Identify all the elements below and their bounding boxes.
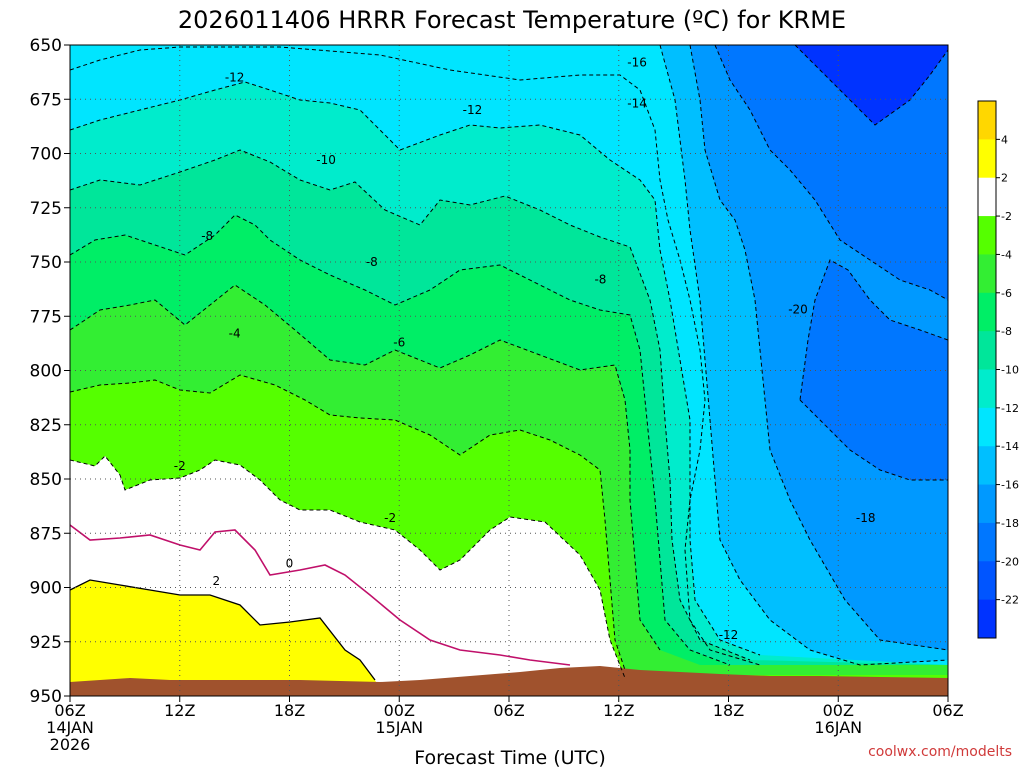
y-tick-label: 925 [30, 633, 62, 653]
colorbar-label: -20 [1001, 555, 1019, 568]
contour-labels: -16 -12 -14 -12 -10 -8 -8 -8 -20 -4 -6 -2 -2 -18 0 2 -12 [174, 55, 876, 642]
colorbar-swatch [978, 216, 996, 255]
contour-label: -8 [201, 229, 213, 243]
contour-label: 2 [213, 574, 221, 588]
colorbar-swatch [978, 599, 996, 639]
contour-label: -18 [856, 511, 876, 525]
x-tick-label: 12Z [164, 701, 195, 720]
x-tick-label: 06Z [493, 701, 524, 720]
y-axis: 650 675 700 725 750 775 800 825 850 875 900 925 950 [30, 36, 70, 707]
colorbar-label: -12 [1001, 402, 1019, 415]
contour-label: -2 [384, 511, 396, 525]
colorbar-label: -6 [1001, 287, 1012, 300]
x-tick-label: 2026 [50, 735, 91, 754]
x-tick-label: 18Z [274, 701, 305, 720]
colorbar-swatch [978, 254, 996, 294]
contour-line [70, 374, 626, 671]
contour-line [799, 399, 948, 481]
colorbar-swatch [978, 446, 996, 486]
colorbar-swatch [978, 407, 996, 447]
contour-label: -12 [463, 103, 483, 117]
colorbar-label: -2 [1001, 210, 1012, 223]
contour-label: -10 [316, 153, 336, 167]
colorbar-label: 4 [1001, 133, 1008, 146]
colorbar-label: -18 [1001, 517, 1019, 530]
contour-label: -4 [229, 327, 241, 341]
grid-lines [70, 45, 948, 696]
colorbar-label: -16 [1001, 479, 1019, 492]
colorbar-swatch [978, 101, 996, 140]
contour-label: -14 [627, 97, 647, 111]
x-tick-label: 06Z [932, 701, 963, 720]
y-tick-label: 725 [30, 199, 62, 219]
contour-line [794, 45, 948, 126]
x-tick-label: 16JAN [814, 718, 862, 737]
contour-line [689, 45, 948, 651]
y-tick-label: 775 [30, 307, 62, 327]
plus2-contour [70, 579, 376, 681]
colorbar-label: -4 [1001, 248, 1012, 261]
colorbar-swatch [978, 561, 996, 601]
contour-label: -8 [594, 272, 606, 286]
x-tick-label: 12Z [603, 701, 634, 720]
colorbar-swatch [978, 369, 996, 409]
contour-line [714, 45, 948, 301]
x-tick-label: 15JAN [375, 718, 423, 737]
colorbar-swatch [978, 522, 996, 562]
region-plus2 [70, 580, 380, 690]
y-tick-label: 875 [30, 524, 62, 544]
y-tick-label: 950 [30, 687, 62, 707]
y-tick-label: 825 [30, 416, 62, 436]
y-tick-label: 800 [30, 362, 62, 382]
contour-label: 0 [286, 557, 294, 571]
zero-contour [70, 524, 571, 666]
y-tick-label: 700 [30, 145, 62, 165]
y-tick-label: 750 [30, 253, 62, 273]
x-tick-label: 18Z [713, 701, 744, 720]
colorbar-swatch [978, 177, 996, 217]
contour-label: -16 [627, 55, 647, 69]
y-tick-label: 900 [30, 579, 62, 599]
x-tick-label: 14JAN [46, 718, 94, 737]
contour-label: -6 [393, 335, 405, 349]
credit-text: coolwx.com/modelts [868, 744, 1012, 760]
colorbar-swatch [978, 331, 996, 370]
contour-label: -2 [174, 459, 186, 473]
y-tick-label: 850 [30, 470, 62, 490]
contour-label: -8 [366, 255, 378, 269]
colorbar-label: -10 [1001, 364, 1019, 377]
y-tick-label: 650 [30, 36, 62, 56]
colorbar-swatch [978, 484, 996, 524]
contour-line [659, 45, 948, 666]
contour-label: -20 [788, 303, 808, 317]
contour-line [70, 46, 761, 666]
contour-line [70, 284, 661, 651]
x-tick-label: 06Z [54, 701, 85, 720]
x-axis-title: Forecast Time (UTC) [414, 747, 605, 768]
colorbar-swatch [978, 292, 996, 332]
region-minus22 [795, 45, 948, 125]
colorbar-label: 2 [1001, 172, 1008, 185]
y-tick-label: 675 [30, 90, 62, 110]
colorbar-label: -22 [1001, 594, 1019, 607]
x-tick-label: 00Z [384, 701, 415, 720]
contour-line [799, 259, 948, 401]
contour-line [70, 214, 731, 666]
x-tick-label: 00Z [823, 701, 854, 720]
colorbar: 4 2 -2 -4 -6 -8 -10 -12 -14 -16 -18 -20 -22 [977, 100, 1019, 639]
chart-title: 2026011406 HRRR Forecast Temperature (ºC… [178, 6, 846, 34]
contour-label: -12 [225, 71, 245, 85]
contour-line [70, 455, 626, 679]
colorbar-swatch [978, 139, 996, 179]
contour-label: -12 [719, 628, 739, 642]
contour-line [70, 149, 751, 661]
colorbar-label: -14 [1001, 440, 1019, 453]
colorbar-label: -8 [1001, 325, 1012, 338]
